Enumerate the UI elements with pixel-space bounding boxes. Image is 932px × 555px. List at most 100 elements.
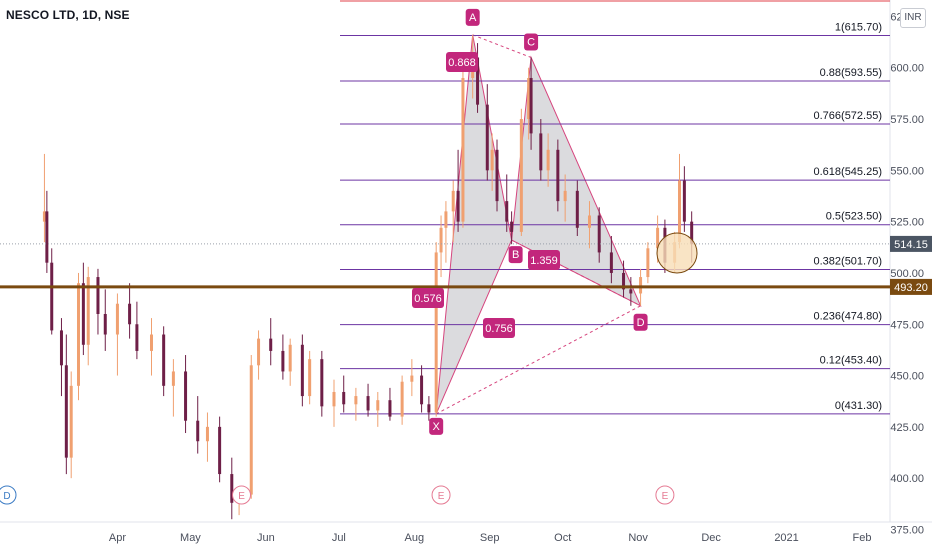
- candle-body: [196, 420, 200, 442]
- candle-body: [218, 426, 222, 475]
- price-tick-label: 475.00: [890, 319, 924, 331]
- candle-body: [556, 149, 560, 202]
- pattern-point-label: C: [527, 36, 535, 48]
- time-tick-label: Dec: [701, 532, 721, 544]
- pattern-point-badge: [429, 417, 444, 435]
- candle-body: [622, 272, 626, 290]
- candle-body: [81, 283, 85, 345]
- fib-level-label: 0.618(545.25): [814, 166, 883, 178]
- candle-body: [639, 277, 643, 294]
- pattern-point-badge: [465, 8, 480, 26]
- time-tick-label: Feb: [853, 532, 872, 544]
- ratio-badge: [528, 250, 560, 270]
- ratio-badge: [483, 318, 515, 338]
- candle-body: [388, 400, 392, 417]
- candle-body: [490, 149, 494, 171]
- price-tick-label: 400.00: [890, 473, 924, 485]
- candle-body: [288, 344, 292, 372]
- candle-body: [149, 334, 153, 351]
- time-tick-label: Aug: [404, 532, 424, 544]
- ratio-badge: [446, 52, 478, 72]
- candle-body: [690, 221, 694, 245]
- fib-level-label: 0(431.30): [835, 400, 882, 412]
- price-tick-label: 500.00: [890, 268, 924, 280]
- candle-body: [135, 324, 139, 351]
- candle-body: [184, 371, 188, 421]
- candle-body: [656, 227, 660, 249]
- pattern-point-label: A: [469, 12, 477, 24]
- candle-body: [646, 248, 650, 278]
- dividend-marker: [0, 485, 17, 505]
- currency-button[interactable]: INR: [900, 8, 926, 28]
- pattern-point-badge: [633, 313, 648, 331]
- candle-body: [332, 391, 336, 407]
- candle-body: [476, 57, 480, 105]
- price-tick-label: 600.00: [890, 63, 924, 75]
- fib-level-label: 1(615.70): [835, 22, 882, 34]
- candle-body: [439, 227, 443, 253]
- candle-body: [86, 277, 90, 345]
- fib-level-label: 0.236(474.80): [814, 311, 883, 323]
- time-tick-label: May: [180, 532, 201, 544]
- earnings-marker-label: E: [662, 491, 669, 502]
- symbol-title: NESCO LTD, 1D, NSE: [6, 8, 130, 22]
- earnings-marker: [655, 485, 675, 505]
- ratio-label: 1.359: [530, 255, 558, 267]
- candle-body: [103, 313, 107, 335]
- time-tick-label: Sep: [480, 532, 500, 544]
- candle-body: [519, 119, 523, 232]
- candle-body: [682, 180, 686, 222]
- fib-level-label: 0.88(593.55): [820, 67, 882, 79]
- candle-body: [510, 221, 514, 232]
- candle-body: [96, 277, 100, 314]
- pattern-point-label: B: [512, 249, 519, 261]
- candle-body: [451, 190, 455, 212]
- candle-body: [546, 149, 550, 171]
- price-axis: [890, 0, 932, 550]
- support-price-tag: [890, 278, 932, 295]
- candle-body: [444, 211, 448, 228]
- time-tick-label: Apr: [109, 532, 126, 544]
- candle-body: [420, 375, 424, 405]
- candle-body: [539, 133, 543, 171]
- earnings-marker: [232, 485, 252, 505]
- highlight-circle: [656, 232, 698, 274]
- candle-body: [366, 396, 370, 411]
- price-tick-label: 575.00: [890, 114, 924, 126]
- ratio-label: 0.576: [414, 293, 442, 305]
- candle-body: [529, 77, 533, 134]
- candle-body: [456, 190, 460, 222]
- fib-level-label: 0.12(453.40): [820, 355, 882, 367]
- candle-body: [427, 404, 431, 413]
- pattern-point-badge: [524, 33, 539, 51]
- candle-body: [115, 303, 119, 335]
- pattern-point-label: D: [637, 317, 645, 329]
- xd-dashed: [435, 305, 641, 415]
- ratio-badge: [412, 288, 444, 308]
- price-tick-label: 450.00: [890, 371, 924, 383]
- candle-body: [59, 330, 63, 366]
- price-tick-label: 375.00: [890, 524, 924, 536]
- candle-body: [308, 359, 312, 397]
- candle-body: [505, 201, 509, 222]
- candle-body: [42, 211, 46, 222]
- earnings-marker: [431, 485, 451, 505]
- ratio-label: 0.868: [448, 57, 476, 69]
- candle-body: [300, 344, 304, 397]
- candle-body: [376, 400, 380, 411]
- candle-body: [597, 215, 601, 253]
- candle-body: [320, 359, 324, 407]
- candle-body: [76, 283, 80, 386]
- candle-body: [527, 77, 531, 120]
- candle-body: [281, 350, 285, 372]
- fib-level-label: 0.5(523.50): [826, 211, 882, 223]
- candle-body: [128, 303, 132, 325]
- candle-body: [587, 215, 591, 228]
- candle-body: [410, 375, 414, 382]
- candle-body: [162, 334, 166, 386]
- time-tick-label: Nov: [628, 532, 648, 544]
- last-price-tag: [890, 235, 932, 252]
- last-price-tag-label: 514.15: [894, 239, 928, 251]
